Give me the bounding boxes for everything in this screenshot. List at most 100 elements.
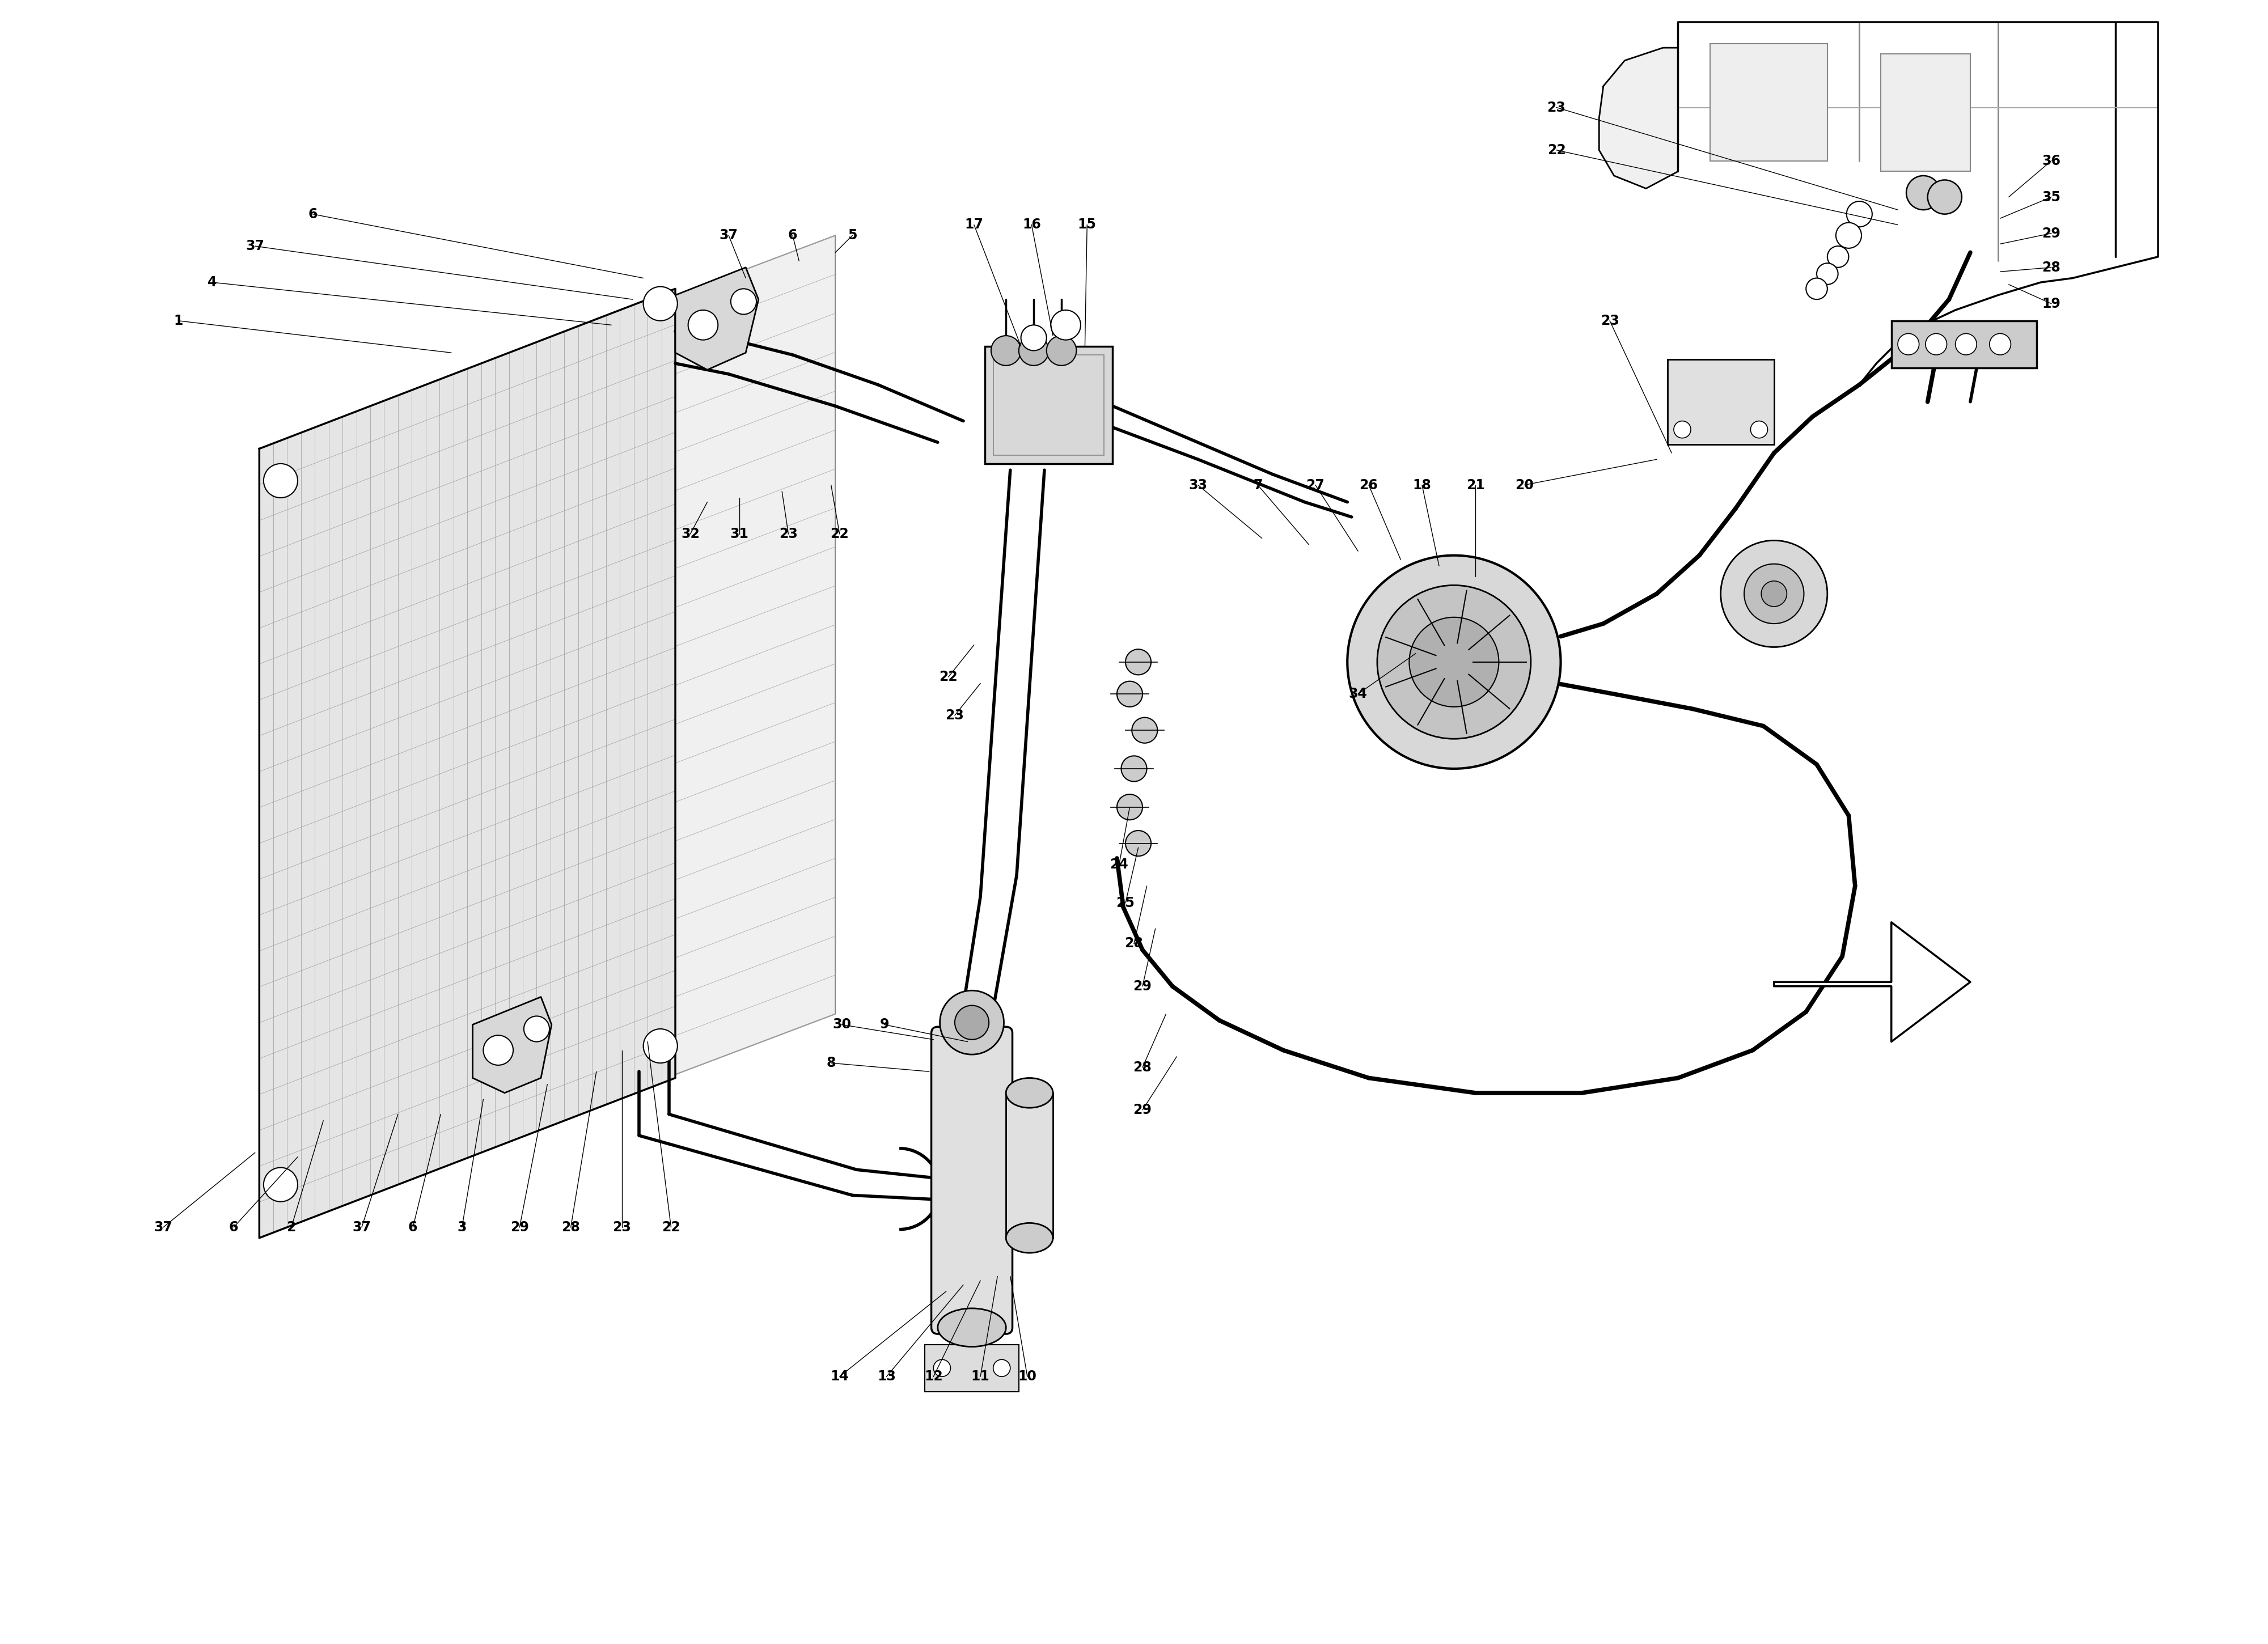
Circle shape — [1347, 556, 1560, 769]
Text: 20: 20 — [1515, 478, 1533, 492]
Circle shape — [1762, 580, 1787, 607]
Text: 31: 31 — [730, 528, 748, 541]
Polygon shape — [440, 235, 835, 1164]
Text: 26: 26 — [1359, 478, 1379, 492]
Circle shape — [1846, 201, 1871, 227]
Polygon shape — [472, 996, 551, 1093]
Bar — [1667, 358, 1774, 444]
Bar — [1007, 1093, 1052, 1238]
Circle shape — [1377, 585, 1531, 738]
Text: 23: 23 — [612, 1220, 631, 1235]
Circle shape — [524, 1016, 549, 1042]
Circle shape — [644, 286, 678, 321]
Text: 28: 28 — [2041, 261, 2062, 275]
FancyBboxPatch shape — [932, 1028, 1012, 1333]
Text: 18: 18 — [1413, 478, 1431, 492]
Bar — [993, 355, 1105, 455]
Circle shape — [1120, 756, 1148, 781]
Text: 5: 5 — [848, 229, 857, 242]
Circle shape — [1050, 311, 1080, 340]
Text: 11: 11 — [971, 1369, 989, 1383]
Circle shape — [1046, 335, 1077, 365]
Text: 10: 10 — [1018, 1369, 1036, 1383]
Circle shape — [1907, 176, 1941, 210]
Text: 19: 19 — [2041, 298, 2062, 311]
Circle shape — [993, 1360, 1009, 1376]
Text: 1: 1 — [175, 314, 184, 327]
Text: 6: 6 — [408, 1220, 417, 1235]
Circle shape — [1805, 278, 1828, 299]
Text: 27: 27 — [1306, 478, 1325, 492]
Text: 37: 37 — [352, 1220, 372, 1235]
Circle shape — [1744, 564, 1803, 623]
Circle shape — [1817, 263, 1837, 284]
Text: 6: 6 — [787, 229, 798, 242]
Text: 37: 37 — [154, 1220, 172, 1235]
Circle shape — [1721, 541, 1828, 648]
Circle shape — [1835, 222, 1862, 248]
Text: 24: 24 — [1109, 858, 1129, 871]
Text: 3: 3 — [458, 1220, 467, 1235]
Circle shape — [1116, 794, 1143, 820]
Circle shape — [1408, 616, 1499, 707]
Text: 29: 29 — [1134, 980, 1152, 993]
Circle shape — [263, 1167, 297, 1202]
Text: 16: 16 — [1023, 219, 1041, 232]
Text: 28: 28 — [1125, 937, 1143, 950]
Text: 6: 6 — [229, 1220, 238, 1235]
Bar — [1880, 54, 1971, 171]
Text: 13: 13 — [878, 1369, 896, 1383]
Circle shape — [1021, 326, 1046, 350]
Text: 37: 37 — [719, 229, 737, 242]
Text: 22: 22 — [939, 671, 957, 684]
Text: 22: 22 — [1547, 143, 1565, 156]
Bar — [1892, 321, 2037, 368]
Text: 28: 28 — [1134, 1060, 1152, 1074]
Text: 7: 7 — [1252, 478, 1263, 492]
Circle shape — [1132, 717, 1157, 743]
Text: 32: 32 — [680, 528, 699, 541]
Text: 23: 23 — [1547, 100, 1565, 113]
Text: 15: 15 — [1077, 219, 1095, 232]
Bar — [925, 1345, 1018, 1391]
Text: 36: 36 — [2041, 155, 2062, 168]
Polygon shape — [1599, 48, 1678, 189]
Circle shape — [939, 990, 1005, 1054]
Circle shape — [1751, 421, 1767, 437]
Circle shape — [1828, 247, 1848, 268]
Text: 30: 30 — [832, 1018, 850, 1031]
Circle shape — [1125, 830, 1152, 857]
Circle shape — [687, 311, 719, 340]
Circle shape — [1116, 681, 1143, 707]
Circle shape — [1018, 335, 1048, 365]
Circle shape — [1125, 649, 1152, 674]
Polygon shape — [1774, 922, 1971, 1042]
Text: 17: 17 — [964, 219, 984, 232]
Circle shape — [730, 289, 758, 314]
Text: 29: 29 — [2041, 227, 2062, 240]
Text: 28: 28 — [562, 1220, 581, 1235]
Polygon shape — [676, 268, 758, 370]
Bar — [984, 347, 1114, 464]
Text: 8: 8 — [826, 1055, 835, 1070]
Text: 33: 33 — [1188, 478, 1207, 492]
Text: 12: 12 — [923, 1369, 943, 1383]
Circle shape — [1989, 334, 2012, 355]
Text: 6: 6 — [308, 207, 318, 220]
Ellipse shape — [937, 1309, 1007, 1346]
Text: 23: 23 — [1601, 314, 1619, 327]
Circle shape — [1928, 179, 1962, 214]
Circle shape — [644, 1029, 678, 1064]
Circle shape — [263, 464, 297, 498]
Text: 35: 35 — [2041, 191, 2062, 204]
Circle shape — [483, 1036, 513, 1065]
Ellipse shape — [1007, 1078, 1052, 1108]
Text: 29: 29 — [510, 1220, 528, 1235]
Circle shape — [1955, 334, 1978, 355]
Circle shape — [955, 1006, 989, 1039]
Circle shape — [934, 1360, 950, 1376]
Text: 2: 2 — [286, 1220, 295, 1235]
Text: 37: 37 — [245, 240, 265, 253]
Text: 4: 4 — [209, 276, 218, 289]
Text: 23: 23 — [780, 528, 798, 541]
